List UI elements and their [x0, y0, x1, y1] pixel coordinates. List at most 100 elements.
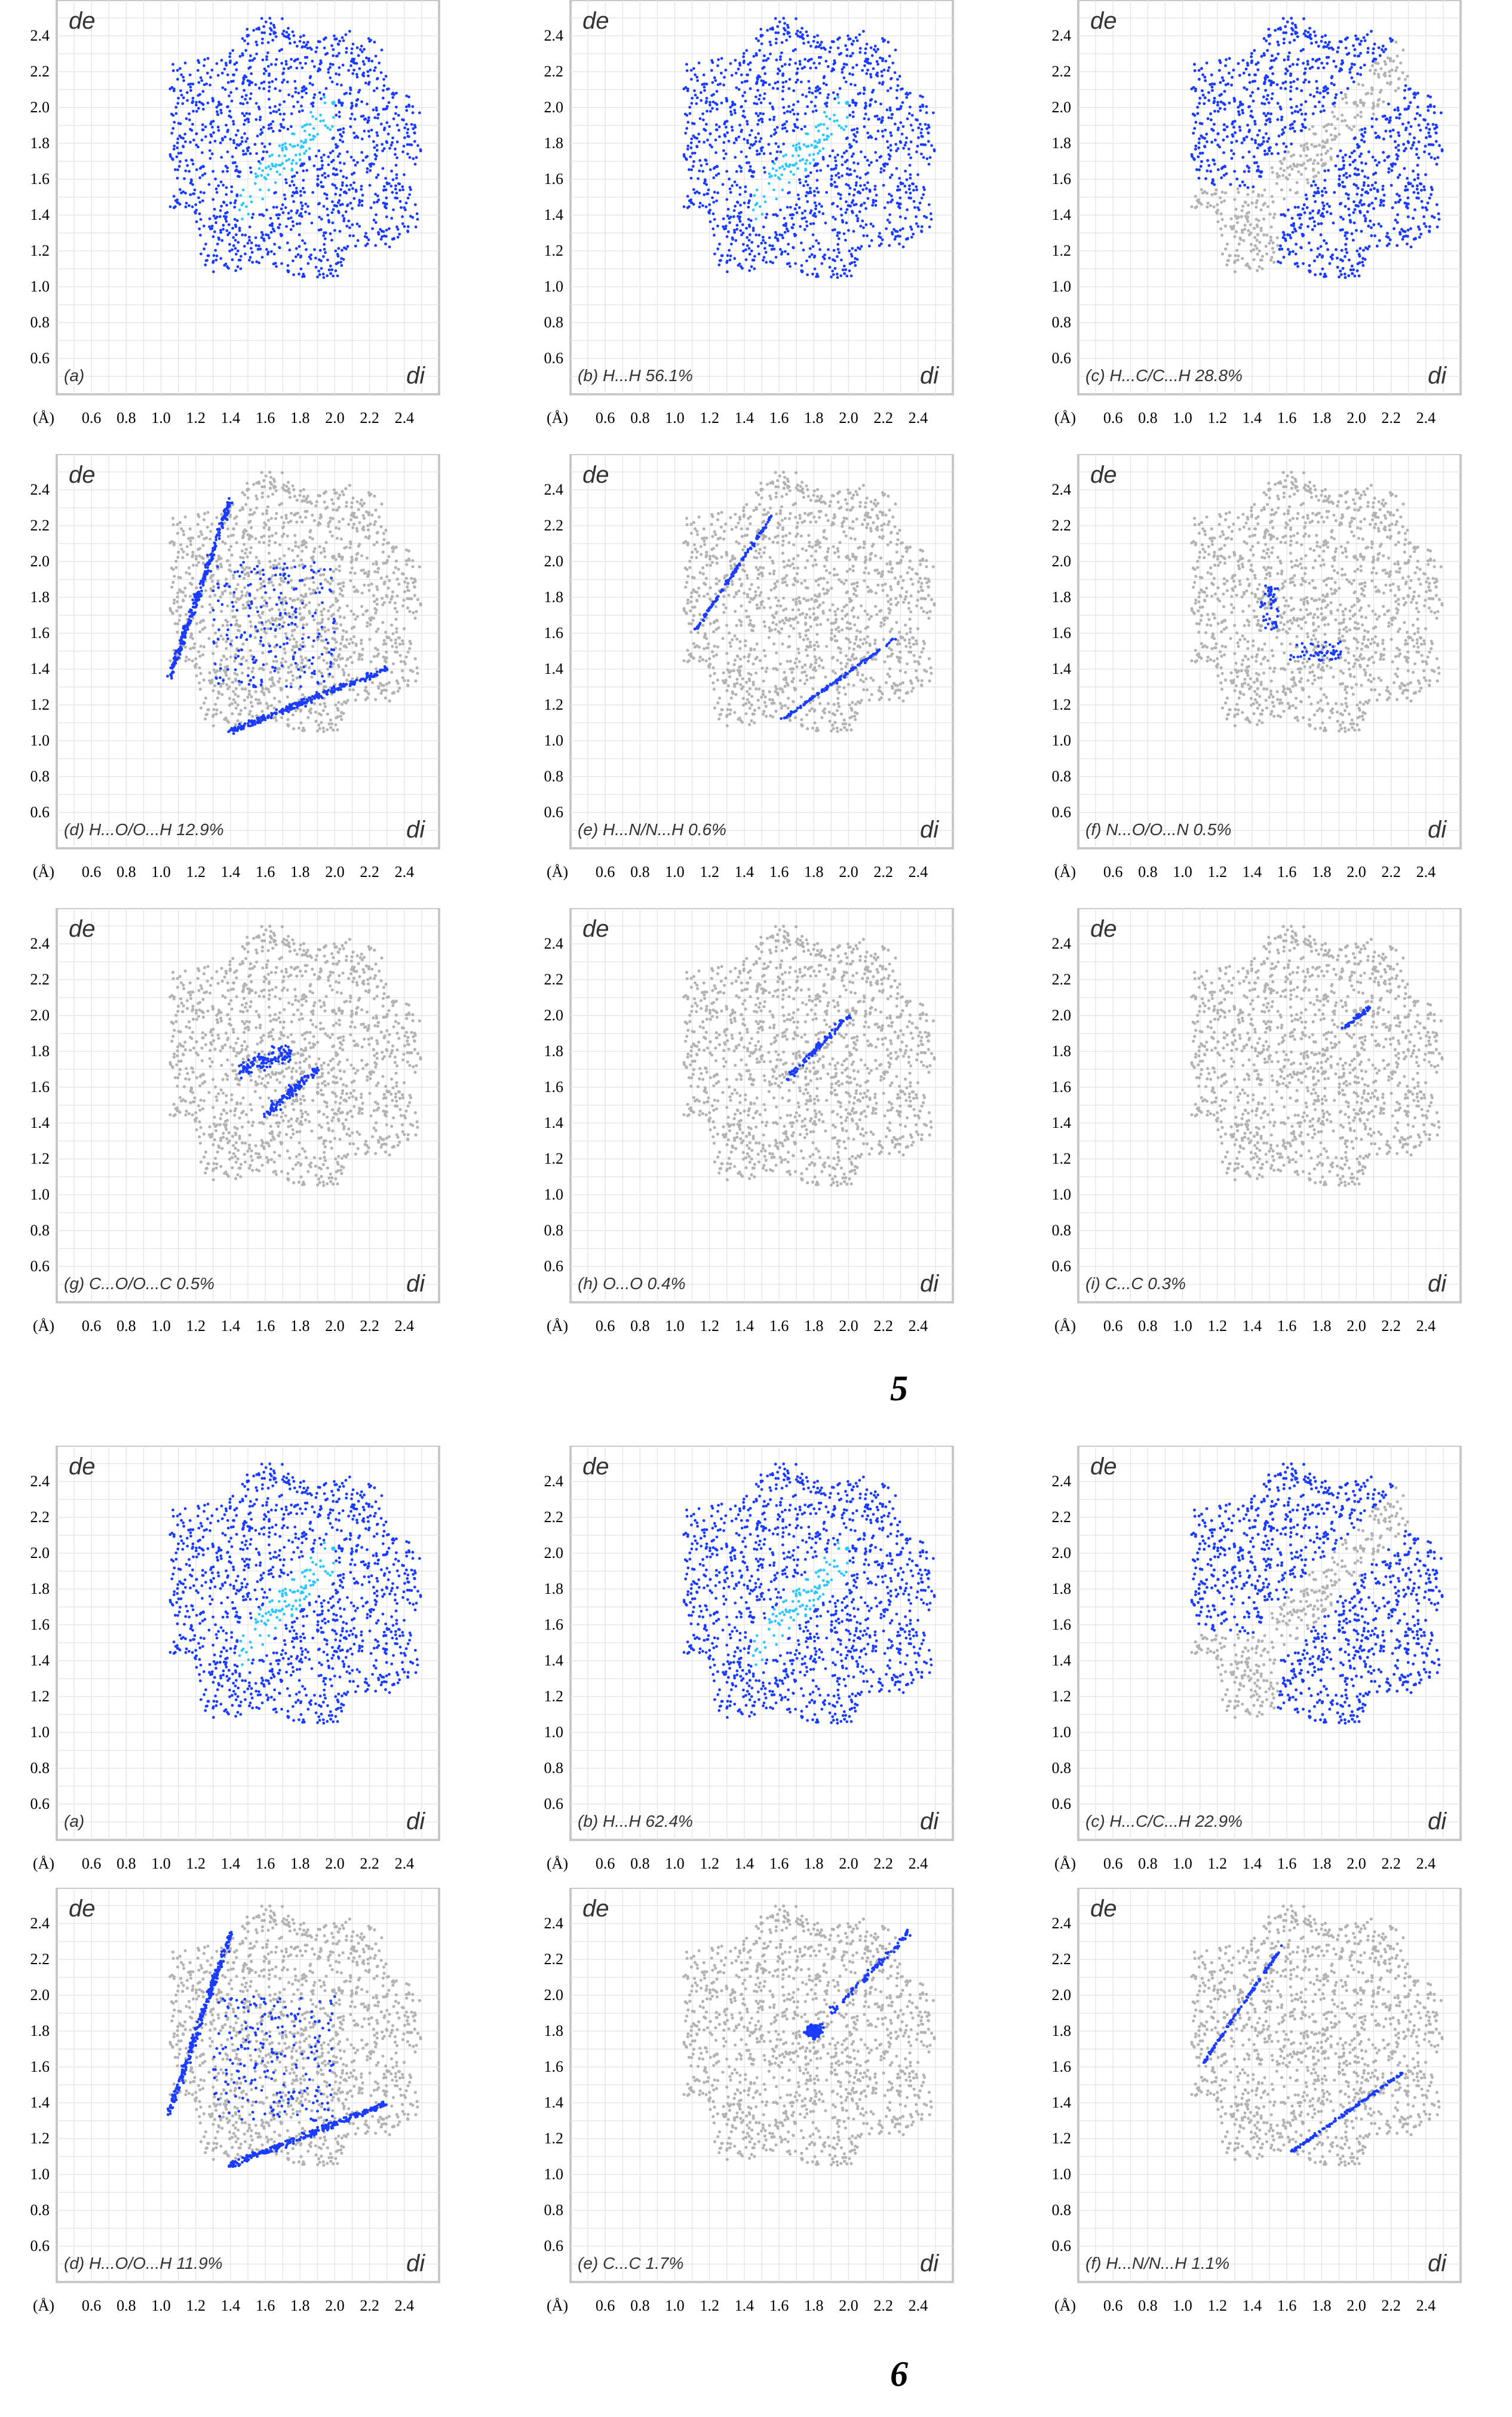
data-point [236, 265, 240, 268]
data-point [379, 71, 383, 75]
data-point [781, 90, 784, 93]
data-point [304, 139, 308, 142]
data-point [268, 142, 272, 146]
data-point [370, 128, 373, 132]
data-point [1247, 229, 1250, 232]
data-point [1293, 227, 1296, 231]
data-point [1250, 52, 1253, 55]
data-point [723, 76, 726, 79]
data-point [171, 127, 175, 130]
data-point [758, 152, 761, 156]
data-point [888, 106, 892, 109]
data-point [795, 211, 799, 214]
data-point [762, 152, 766, 155]
data-point [854, 36, 858, 39]
data-point [1321, 139, 1325, 143]
data-point [244, 140, 248, 143]
data-point [1361, 83, 1364, 87]
data-point [302, 41, 306, 44]
data-point [1252, 185, 1255, 189]
data-point [1248, 266, 1252, 270]
data-point [848, 262, 852, 265]
data-point [768, 118, 772, 121]
data-point [711, 81, 714, 84]
data-point [854, 249, 857, 252]
data-point [869, 222, 873, 226]
data-point [265, 248, 268, 251]
data-point [861, 30, 865, 33]
data-point [293, 41, 296, 44]
unit-label: (Å) [547, 409, 568, 427]
data-point [190, 179, 193, 183]
data-point [848, 249, 851, 253]
data-point [293, 174, 296, 178]
data-point [783, 231, 787, 234]
data-point [299, 35, 302, 39]
data-point [308, 147, 311, 151]
data-point [810, 143, 813, 147]
data-point [792, 144, 795, 148]
data-point [689, 69, 693, 72]
data-point [311, 137, 315, 141]
data-point [1225, 243, 1229, 246]
data-point [735, 183, 739, 187]
data-point [1386, 155, 1390, 159]
data-point [1280, 118, 1283, 121]
data-point [235, 68, 238, 72]
data-point [1361, 169, 1364, 173]
data-point [858, 51, 862, 54]
data-point [295, 222, 299, 226]
data-point [1223, 224, 1227, 228]
data-point [235, 165, 238, 168]
data-point [864, 112, 867, 116]
data-point [733, 103, 737, 106]
x-tick-label: 1.2 [186, 409, 206, 427]
data-point [1258, 249, 1261, 253]
data-point [1216, 103, 1219, 107]
data-point [1351, 238, 1355, 242]
data-point [782, 17, 786, 20]
data-point [743, 201, 746, 205]
data-point [224, 62, 228, 65]
data-point [309, 75, 312, 78]
data-point [254, 40, 258, 44]
data-point [211, 170, 214, 173]
data-point [813, 267, 817, 271]
data-point [1296, 265, 1299, 268]
data-point [199, 76, 203, 79]
data-point [257, 105, 260, 109]
data-point [320, 97, 323, 100]
data-point [403, 173, 406, 176]
data-point [815, 239, 818, 243]
data-point [245, 112, 249, 115]
data-point [791, 154, 795, 158]
data-point [211, 270, 215, 274]
data-point [759, 101, 763, 105]
data-point [781, 97, 784, 101]
data-point [732, 228, 736, 232]
data-point [323, 247, 326, 251]
data-point [728, 217, 731, 220]
data-point [922, 156, 925, 159]
data-point [693, 89, 696, 93]
data-point [731, 100, 734, 104]
data-point [283, 34, 286, 38]
data-point [357, 90, 360, 94]
data-point [732, 215, 735, 219]
data-point [406, 131, 409, 134]
data-point [271, 153, 274, 157]
data-point [799, 181, 802, 185]
data-point [1230, 157, 1234, 160]
data-point [795, 32, 798, 36]
data-point [1315, 255, 1319, 259]
data-point [377, 198, 381, 201]
data-point [289, 125, 293, 128]
data-point [858, 210, 861, 213]
data-point [785, 120, 789, 123]
data-point [229, 91, 232, 94]
data-point [728, 177, 731, 181]
data-point [176, 69, 179, 72]
data-point [226, 150, 229, 154]
data-point [925, 127, 929, 130]
data-point [291, 95, 294, 98]
